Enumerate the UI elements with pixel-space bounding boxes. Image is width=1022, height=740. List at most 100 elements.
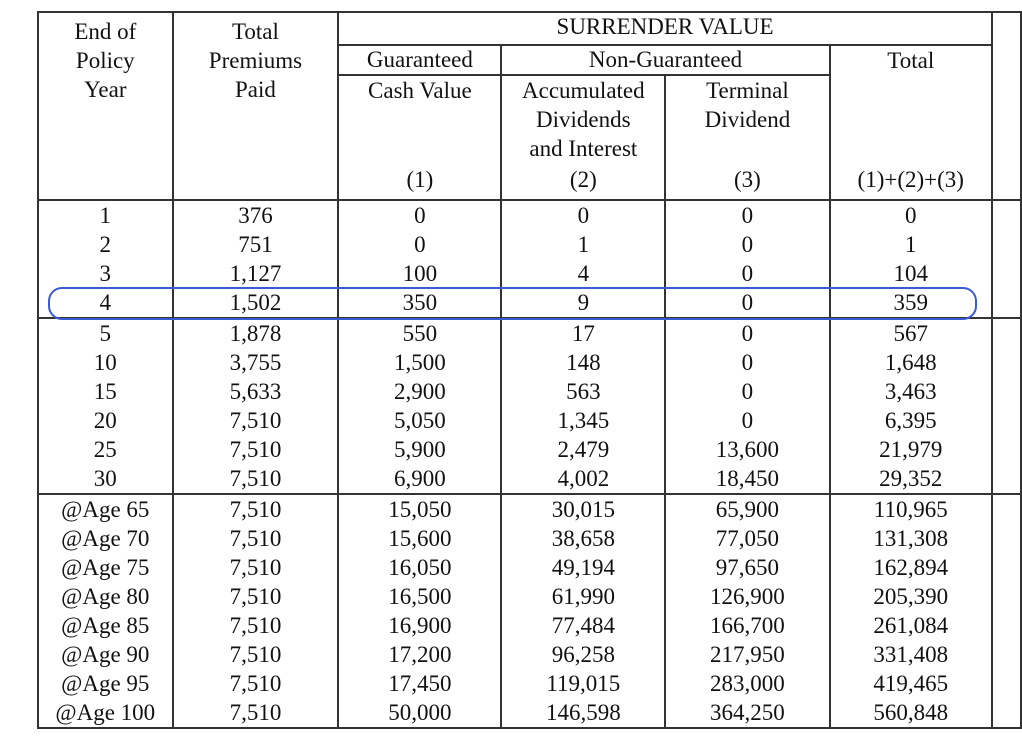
cut-column bbox=[990, 377, 1022, 406]
table-cell: 4 bbox=[37, 288, 174, 318]
table-cell: 166,700 bbox=[664, 611, 831, 640]
table-cell: 65,900 bbox=[664, 494, 831, 524]
table-cell: 25 bbox=[37, 435, 174, 464]
table-row: 4 1,502 350 9 0 359 bbox=[37, 288, 1022, 318]
table-cell: 1,345 bbox=[500, 406, 667, 435]
table-cell: 560,848 bbox=[828, 698, 993, 728]
table-cell: 0 bbox=[337, 200, 503, 230]
table-row: 10 3,755 1,500 148 0 1,648 bbox=[37, 348, 1022, 377]
table-cell: 217,950 bbox=[664, 640, 831, 669]
table-cell: 1,648 bbox=[828, 348, 993, 377]
table-row: 25 7,510 5,900 2,479 13,600 21,979 bbox=[37, 435, 1022, 464]
table-cell: 376 bbox=[171, 200, 340, 230]
table-cell: 17 bbox=[500, 318, 667, 348]
table-row: @Age 100 7,510 50,000 146,598 364,250 560,848 bbox=[37, 698, 1022, 728]
table-cell: 1,500 bbox=[337, 348, 503, 377]
table-cell: 38,658 bbox=[500, 524, 667, 553]
table-row: 20 7,510 5,050 1,345 0 6,395 bbox=[37, 406, 1022, 435]
table-cell: 0 bbox=[500, 200, 667, 230]
table-cell: 17,450 bbox=[337, 669, 503, 698]
table-cell: 0 bbox=[664, 318, 831, 348]
table-cell: @Age 80 bbox=[37, 582, 174, 611]
table-cell: 2 bbox=[37, 230, 174, 259]
table-cell: @Age 85 bbox=[37, 611, 174, 640]
table-cell: 119,015 bbox=[500, 669, 667, 698]
cut-column bbox=[990, 669, 1022, 698]
table-row: 3 1,127 100 4 0 104 bbox=[37, 259, 1022, 288]
cut-column bbox=[990, 288, 1022, 318]
header-cell: End of Policy Year bbox=[37, 11, 174, 201]
table-cell: 1,878 bbox=[171, 318, 340, 348]
table-cell: @Age 100 bbox=[37, 698, 174, 728]
cut-column bbox=[990, 611, 1022, 640]
table-cell: 162,894 bbox=[828, 553, 993, 582]
table-cell: 350 bbox=[337, 288, 503, 318]
header-text: (3) bbox=[734, 167, 761, 192]
header-text: (2) bbox=[569, 167, 597, 192]
table-cell: 7,510 bbox=[171, 464, 340, 494]
table-cell: 18,450 bbox=[664, 464, 831, 494]
cut-column bbox=[990, 348, 1022, 377]
table-cell: 7,510 bbox=[171, 669, 340, 698]
table-cell: @Age 70 bbox=[37, 524, 174, 553]
table-cell: 419,465 bbox=[828, 669, 993, 698]
table-cell: 3,755 bbox=[171, 348, 340, 377]
table-cell: 0 bbox=[664, 200, 831, 230]
table-cell: 7,510 bbox=[171, 406, 340, 435]
table-cell: 0 bbox=[664, 377, 831, 406]
table-cell: 563 bbox=[500, 377, 667, 406]
table-cell: 7,510 bbox=[171, 611, 340, 640]
table-cell: 2,900 bbox=[337, 377, 503, 406]
table-cell: 77,050 bbox=[664, 524, 831, 553]
table-cell: 10 bbox=[37, 348, 174, 377]
cut-column bbox=[990, 406, 1022, 435]
table-cell: 0 bbox=[664, 288, 831, 318]
table-cell: 7,510 bbox=[171, 494, 340, 524]
surrender-value-table: End of Policy Year Total Premiums Paid S… bbox=[37, 11, 1022, 729]
table-cell: 364,250 bbox=[664, 698, 831, 728]
cut-column bbox=[990, 230, 1022, 259]
table-cell: 283,000 bbox=[664, 669, 831, 698]
table-row: @Age 85 7,510 16,900 77,484 166,700 261,084 bbox=[37, 611, 1022, 640]
table-cell: 7,510 bbox=[171, 435, 340, 464]
table-cell: 1 bbox=[828, 230, 993, 259]
table-cell: 751 bbox=[171, 230, 340, 259]
table-cell: @Age 65 bbox=[37, 494, 174, 524]
table-cell: 4 bbox=[500, 259, 667, 288]
table-cell: 1,502 bbox=[171, 288, 340, 318]
table-cell: 77,484 bbox=[500, 611, 667, 640]
row-group: 5 1,878 550 17 0 567 10 3,755 1,500 148 0 1,648 15 5,… bbox=[37, 318, 1022, 494]
cut-column bbox=[990, 259, 1022, 288]
cut-column bbox=[990, 200, 1022, 230]
header-cell: Guaranteed bbox=[337, 44, 503, 76]
header-text: (1) bbox=[406, 167, 434, 192]
header-text: (1)+(2)+(3) bbox=[857, 167, 964, 192]
table-row: @Age 90 7,510 17,200 96,258 217,950 331,408 bbox=[37, 640, 1022, 669]
table-cell: 13,600 bbox=[664, 435, 831, 464]
table-cell: 104 bbox=[828, 259, 993, 288]
table-cell: 21,979 bbox=[828, 435, 993, 464]
table-cell: 0 bbox=[664, 348, 831, 377]
header-cell: Total Premiums Paid bbox=[171, 11, 340, 201]
table-cell: 110,965 bbox=[828, 494, 993, 524]
table-cell: 15,600 bbox=[337, 524, 503, 553]
table-row: @Age 95 7,510 17,450 119,015 283,000 419,465 bbox=[37, 669, 1022, 698]
header-cell: Terminal Dividend (3) bbox=[664, 74, 831, 201]
table-cell: 146,598 bbox=[500, 698, 667, 728]
table-cell: 4,002 bbox=[500, 464, 667, 494]
table-row: @Age 65 7,510 15,050 30,015 65,900 110,965 bbox=[37, 494, 1022, 524]
table-row: @Age 80 7,510 16,500 61,990 126,900 205,390 bbox=[37, 582, 1022, 611]
cut-column bbox=[990, 464, 1022, 494]
table-cell: 30 bbox=[37, 464, 174, 494]
table-row: 30 7,510 6,900 4,002 18,450 29,352 bbox=[37, 464, 1022, 494]
cut-column bbox=[990, 582, 1022, 611]
table-cell: 29,352 bbox=[828, 464, 993, 494]
table-cell: 0 bbox=[664, 230, 831, 259]
table-cell: 7,510 bbox=[171, 553, 340, 582]
header-text: Total bbox=[887, 48, 935, 73]
table-cell: 359 bbox=[828, 288, 993, 318]
cut-column bbox=[990, 435, 1022, 464]
cut-column bbox=[990, 524, 1022, 553]
table-cell: @Age 95 bbox=[37, 669, 174, 698]
